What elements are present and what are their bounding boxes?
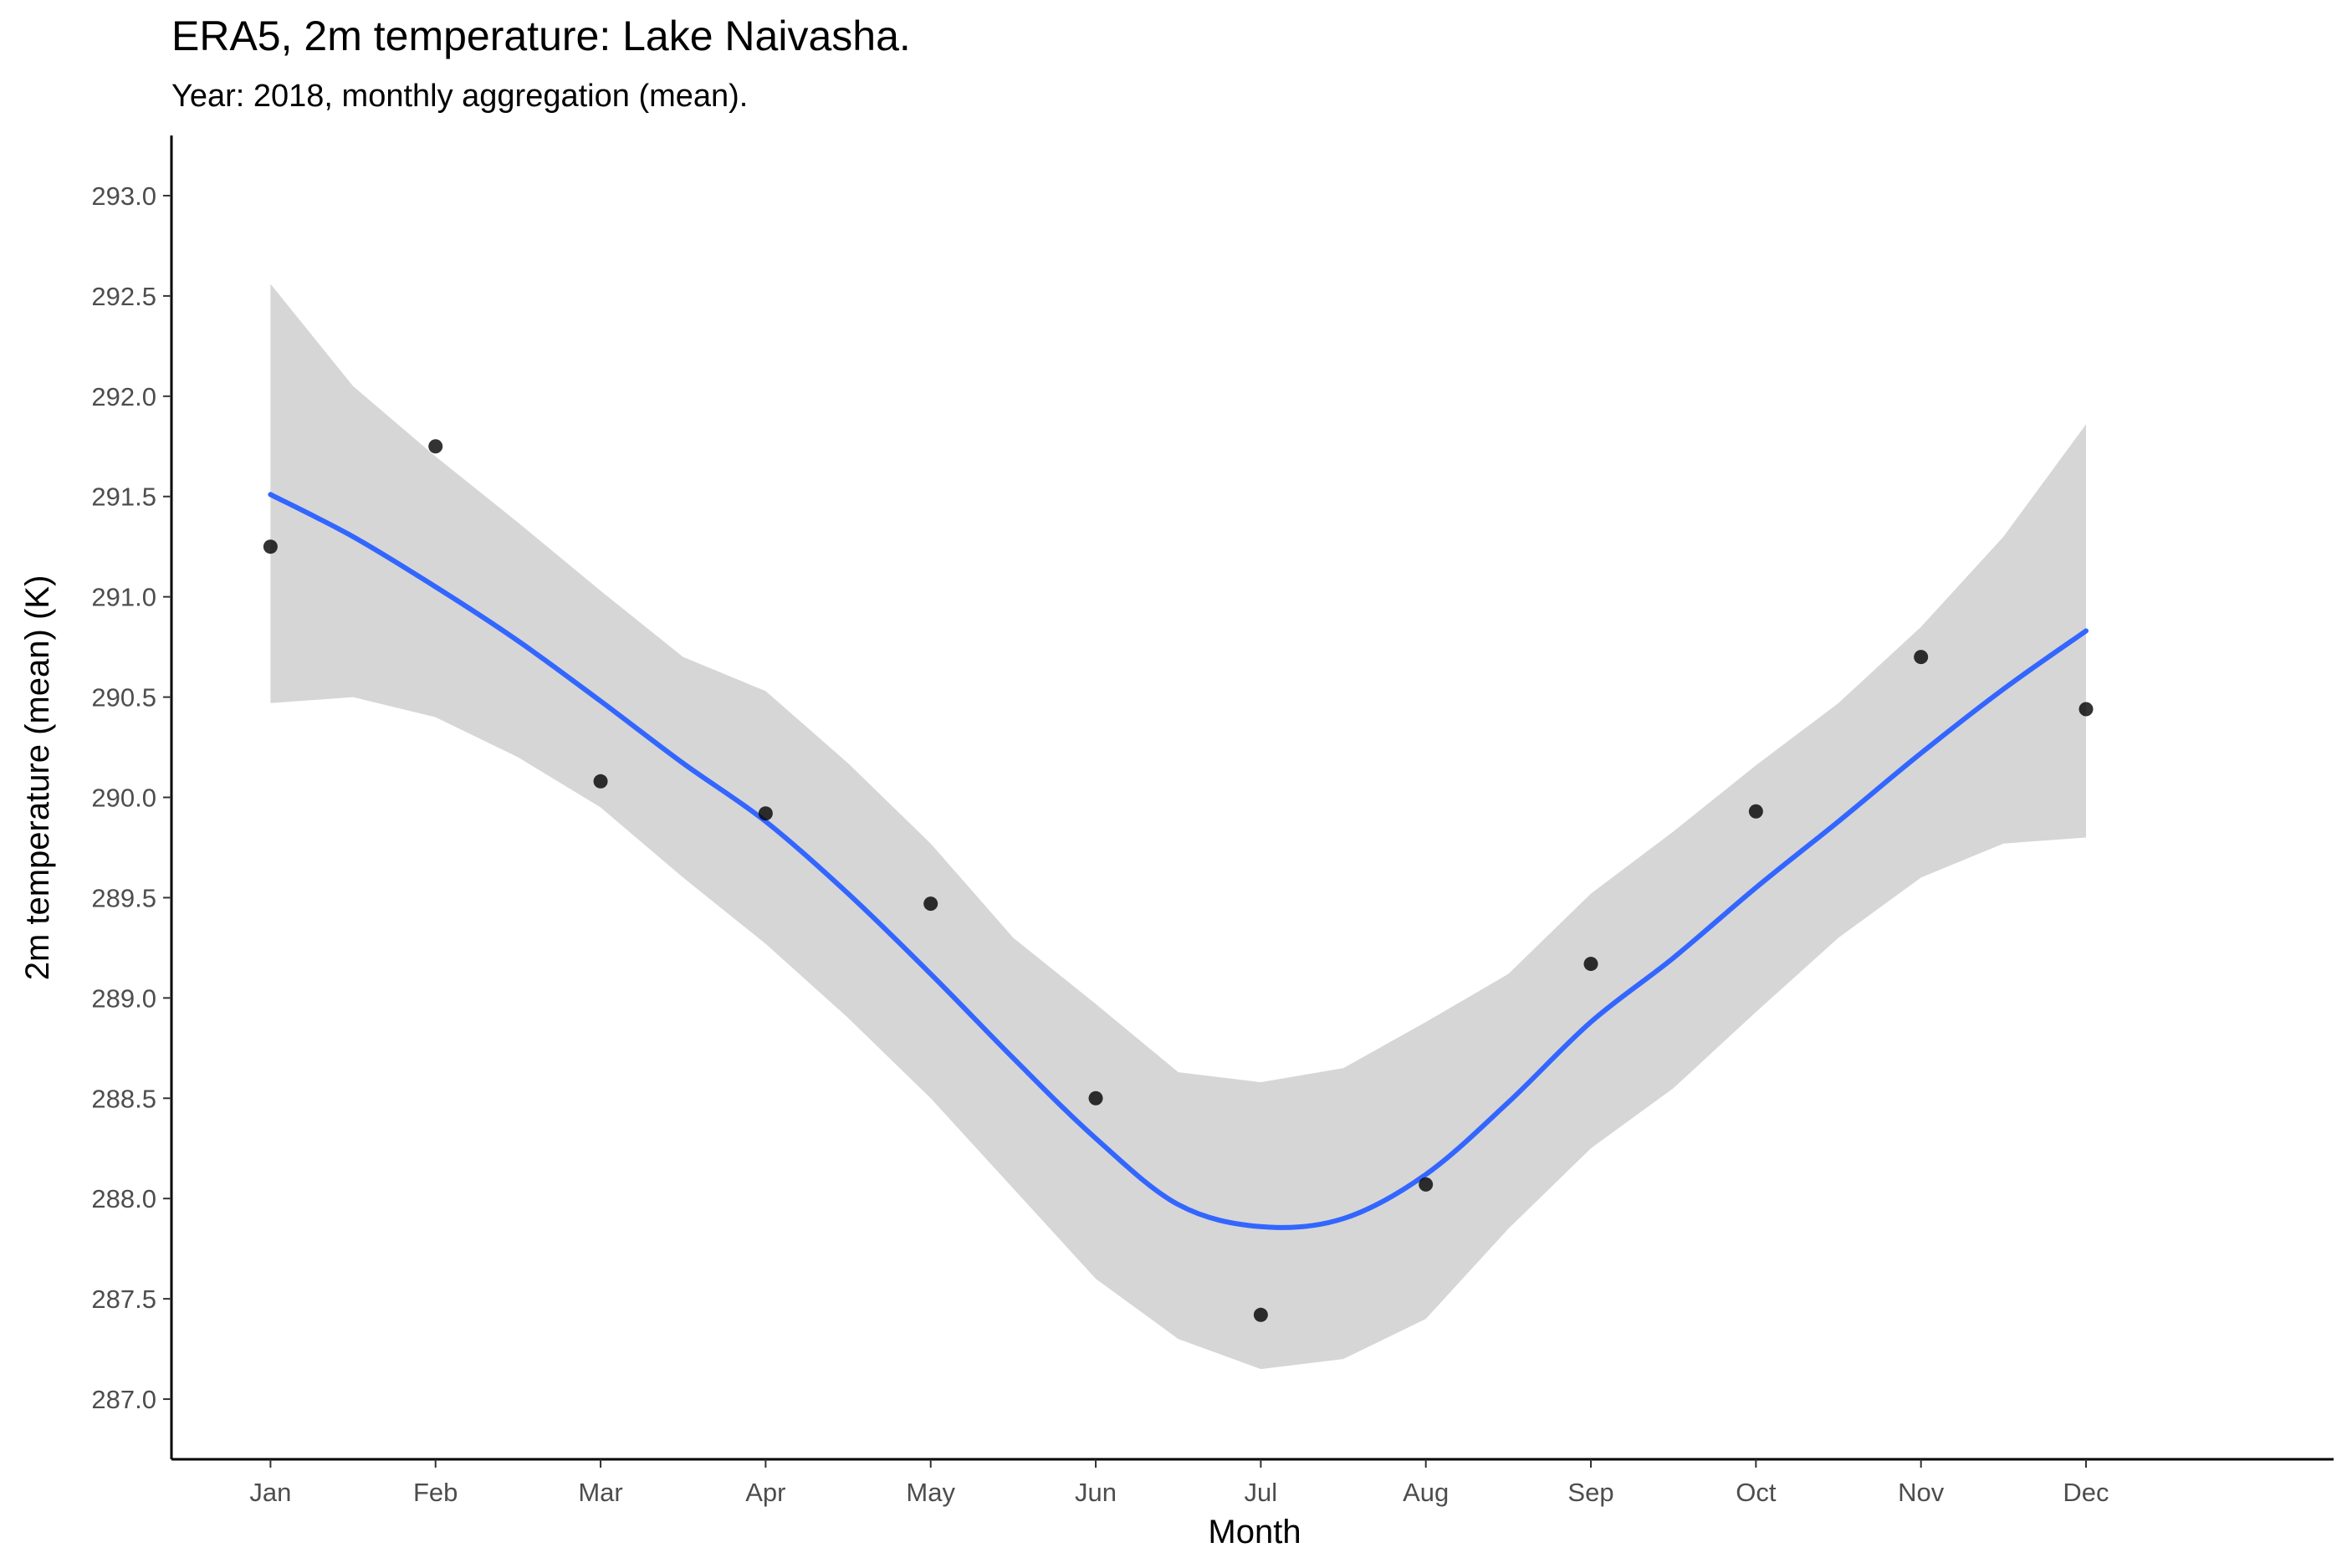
y-axis-title: 2m temperature (mean) (K) xyxy=(19,575,56,981)
y-axis-ticks: 287.0 287.5 288.0 288.5 289.0 289.5 290.0 290.5… xyxy=(91,181,171,1414)
y-tick-label: 287.0 xyxy=(91,1385,156,1414)
x-tick-label: Sep xyxy=(1567,1478,1613,1507)
x-tick-label: Aug xyxy=(1403,1478,1449,1507)
x-tick-label: Dec xyxy=(2063,1478,2109,1507)
x-axis-ticks: Jan Feb Mar Apr May Jun Jul Aug Sep Oct Nov Dec xyxy=(249,1459,2109,1507)
data-point xyxy=(1088,1090,1103,1106)
y-tick-label: 290.5 xyxy=(91,683,156,712)
smooth-fit-line xyxy=(268,492,2089,1230)
y-tick-label: 288.0 xyxy=(91,1184,156,1213)
chart-subtitle: Year: 2018, monthly aggregation (mean). xyxy=(171,79,748,114)
data-point xyxy=(593,774,608,789)
y-tick-label: 287.5 xyxy=(91,1285,156,1314)
data-point xyxy=(758,806,773,821)
x-tick-label: Jan xyxy=(249,1478,291,1507)
y-tick-label: 293.0 xyxy=(91,181,156,211)
x-axis-title: Month xyxy=(1208,1514,1301,1550)
y-tick-label: 292.0 xyxy=(91,382,156,411)
x-tick-label: Oct xyxy=(1736,1478,1777,1507)
data-point xyxy=(923,896,938,912)
y-tick-label: 292.5 xyxy=(91,282,156,311)
data-point xyxy=(263,539,278,554)
y-tick-label: 290.0 xyxy=(91,784,156,813)
x-tick-label: May xyxy=(906,1478,955,1507)
confidence-band xyxy=(270,283,2087,1370)
data-point xyxy=(1419,1177,1434,1192)
y-tick-label: 291.5 xyxy=(91,483,156,512)
data-point xyxy=(1253,1307,1268,1322)
y-tick-label: 289.5 xyxy=(91,883,156,912)
plot-area xyxy=(263,283,2094,1370)
y-tick-label: 288.5 xyxy=(91,1084,156,1113)
x-tick-label: Jun xyxy=(1075,1478,1117,1507)
data-point xyxy=(2078,702,2094,717)
data-point xyxy=(1748,804,1763,819)
chart-title: ERA5, 2m temperature: Lake Naivasha. xyxy=(171,13,911,59)
data-point xyxy=(1914,650,1929,665)
y-tick-label: 289.0 xyxy=(91,983,156,1013)
x-tick-label: Mar xyxy=(578,1478,622,1507)
y-tick-label: 291.0 xyxy=(91,583,156,612)
data-point xyxy=(1583,957,1598,972)
x-tick-label: Jul xyxy=(1245,1478,1278,1507)
x-tick-label: Nov xyxy=(1898,1478,1945,1507)
x-tick-label: Feb xyxy=(413,1478,458,1507)
data-point xyxy=(428,439,443,454)
x-tick-label: Apr xyxy=(745,1478,785,1507)
